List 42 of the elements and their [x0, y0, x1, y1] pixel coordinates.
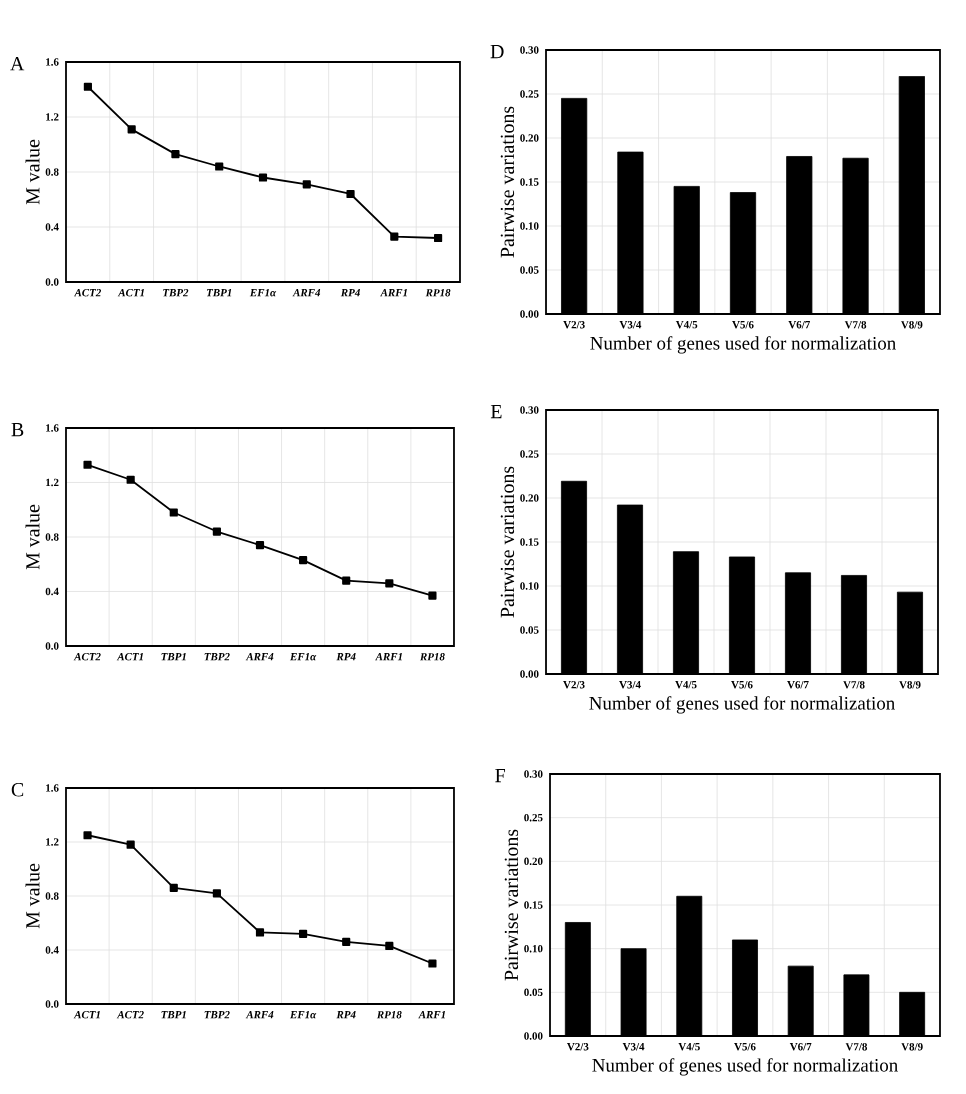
point: [255, 541, 265, 550]
point: [83, 460, 92, 469]
point: [83, 82, 92, 91]
chart-title: D: [490, 45, 504, 59]
chart-title: B: [11, 423, 24, 437]
point: [299, 929, 308, 938]
point: [169, 508, 178, 517]
x-axis-title: Number of genes used for normalization: [589, 696, 895, 714]
point: [126, 840, 135, 849]
point: [342, 937, 351, 946]
point: [126, 475, 135, 484]
point: [434, 233, 443, 243]
point: [428, 591, 437, 600]
y-axis-title: Pairwise variations: [500, 106, 515, 258]
point: [169, 883, 178, 892]
point: [215, 162, 224, 171]
point: [171, 150, 180, 159]
x-axis-title: Number of genes used for normalization: [592, 1058, 898, 1076]
point: [255, 928, 265, 937]
point: [299, 556, 308, 565]
point: [212, 889, 221, 898]
point: [127, 125, 136, 134]
chart-title: E: [490, 405, 502, 419]
y-axis-title: Pairwise variations: [504, 829, 519, 981]
point: [258, 173, 268, 182]
point: [302, 180, 311, 189]
point: [342, 576, 351, 585]
chart-title: F: [495, 769, 506, 783]
y-axis-title: M value: [25, 504, 40, 570]
point: [385, 941, 394, 951]
point: [428, 959, 437, 968]
point: [385, 579, 394, 588]
y-axis-title: Pairwise variations: [500, 466, 515, 618]
point: [212, 527, 221, 536]
point: [83, 831, 92, 840]
x-axis-title: Number of genes used for normalization: [590, 336, 896, 354]
chart-title: A: [10, 57, 25, 71]
y-axis-title: M value: [25, 863, 40, 929]
point: [390, 232, 399, 241]
chart-title: C: [11, 783, 24, 797]
point: [346, 189, 355, 199]
y-axis-title: M value: [25, 139, 40, 205]
